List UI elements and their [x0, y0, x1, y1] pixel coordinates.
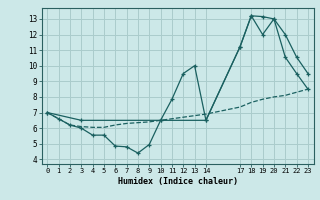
X-axis label: Humidex (Indice chaleur): Humidex (Indice chaleur) [118, 177, 237, 186]
